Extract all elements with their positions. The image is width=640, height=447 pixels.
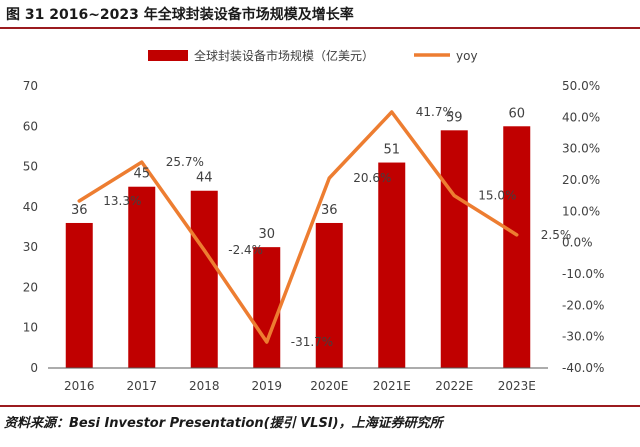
yoy-value-label: -2.4%	[228, 243, 263, 257]
bar-value-label: 59	[446, 110, 463, 125]
yoy-value-label: 25.7%	[166, 155, 204, 169]
bar	[315, 222, 343, 368]
bar	[65, 222, 93, 368]
y-right-tick-label: 20.0%	[562, 173, 600, 187]
figure-title: 图 31 2016~2023 年全球封装设备市场规模及增长率	[6, 7, 354, 23]
yoy-value-label: 41.7%	[416, 105, 454, 119]
y-right-tick-label: 0.0%	[562, 236, 593, 250]
legend-bar-swatch	[148, 50, 188, 61]
x-tick-label: 2021E	[373, 379, 411, 393]
y-right-tick-label: 50.0%	[562, 79, 600, 93]
y-right-tick-label: 30.0%	[562, 142, 600, 156]
yoy-value-label: 15.0%	[478, 189, 516, 203]
x-tick-label: 2020E	[310, 379, 348, 393]
yoy-value-label: 20.6%	[353, 171, 391, 185]
bar-value-label: 36	[321, 203, 338, 218]
bar	[128, 186, 156, 368]
y-right-tick-label: 10.0%	[562, 204, 600, 218]
bar	[253, 247, 281, 368]
y-right-tick-label: 40.0%	[562, 110, 600, 124]
x-tick-label: 2017	[126, 379, 157, 393]
y-right-tick-label: -40.0%	[562, 361, 604, 375]
y-left-tick-label: 30	[23, 240, 38, 254]
x-tick-label: 2023E	[498, 379, 536, 393]
chart: 0 10 20 30 40 50 60 70 -40.0% -30.0% -20.0% -10.0% 0…	[23, 48, 605, 393]
source-note: 资料来源：Besi Investor Presentation(援引 VLSI)…	[4, 416, 443, 431]
title-rule	[0, 27, 640, 29]
yoy-value-label: 13.3%	[103, 194, 141, 208]
x-tick-label: 2022E	[435, 379, 473, 393]
bar	[440, 130, 468, 368]
x-tick-label: 2019	[251, 379, 282, 393]
bar-value-label: 51	[383, 143, 400, 158]
yoy-value-label: 2.5%	[541, 228, 572, 242]
x-tick-label: 2016	[64, 379, 95, 393]
bar	[503, 126, 531, 369]
bar-value-label: 30	[258, 227, 275, 242]
bar	[190, 190, 218, 368]
y-left-tick-label: 70	[23, 79, 38, 93]
y-right-tick-label: -30.0%	[562, 330, 604, 344]
y-left-tick-label: 20	[23, 280, 38, 294]
x-tick-label: 2018	[189, 379, 220, 393]
y-left-tick-label: 60	[23, 119, 38, 133]
y-left-tick-label: 50	[23, 160, 38, 174]
y-left-tick-label: 10	[23, 321, 38, 335]
bar-value-label: 44	[196, 171, 213, 186]
bar	[378, 162, 406, 368]
source-rule	[0, 405, 640, 407]
bar-value-label: 45	[133, 167, 150, 182]
bar-value-label: 36	[71, 203, 88, 218]
y-left-tick-label: 0	[30, 361, 38, 375]
yoy-value-label: -31.7%	[291, 335, 333, 349]
y-right-tick-label: -20.0%	[562, 298, 604, 312]
legend-bar-label: 全球封装设备市场规模（亿美元）	[194, 48, 374, 63]
legend-line-label: yoy	[456, 49, 478, 63]
bar-value-label: 60	[508, 106, 525, 121]
yoy-line	[77, 110, 519, 344]
y-left-tick-label: 40	[23, 200, 38, 214]
y-right-tick-label: -10.0%	[562, 267, 604, 281]
